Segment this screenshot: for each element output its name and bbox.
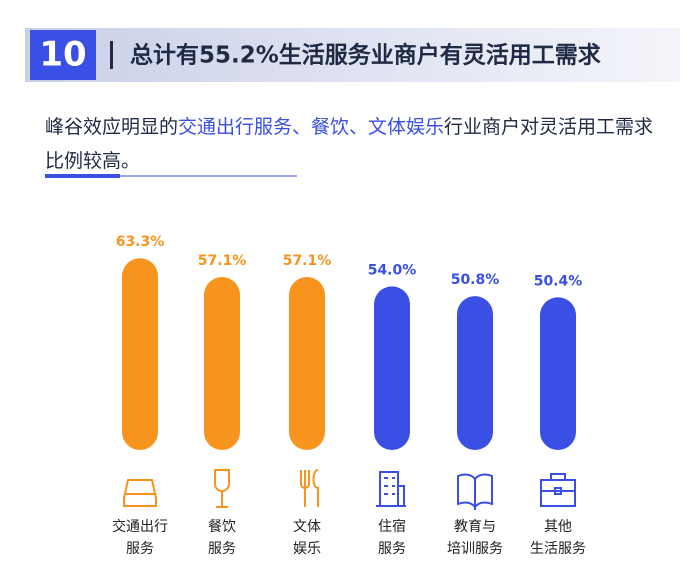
icon-cutlery [300, 469, 319, 507]
bar [122, 258, 158, 450]
icon-book [457, 473, 493, 510]
divider [110, 41, 113, 69]
category-label: 住宿 服务 [378, 519, 406, 557]
value-label: 57.1% [198, 253, 247, 269]
bar [457, 296, 493, 450]
category-label: 文体 娱乐 [293, 519, 321, 557]
icons [123, 469, 576, 510]
category-label: 餐饮 服务 [208, 519, 236, 557]
icon-building [376, 471, 406, 507]
value-label: 54.0% [368, 262, 417, 278]
bar [204, 276, 240, 450]
bar [540, 297, 576, 450]
icon-cup [214, 469, 230, 508]
icon-car [123, 479, 157, 507]
subtitle-highlight: 交通出行服务、餐饮、文体娱乐 [178, 116, 445, 138]
subtitle: 峰谷效应明显的交通出行服务、餐饮、文体娱乐行业商户对灵活用工需求比例较高。 [45, 110, 665, 178]
icon-toolbox [540, 473, 576, 507]
value-label: 63.3% [116, 234, 165, 250]
category-label: 其他 生活服务 [530, 519, 586, 557]
header-band [25, 28, 680, 82]
value-label: 57.1% [283, 253, 332, 269]
chart-title: 总计有55.2%生活服务业商户有灵活用工需求 [130, 42, 601, 69]
category-label: 交通出行 服务 [112, 519, 168, 557]
subtitle-text: 行业商户对灵活用工需求比例较高。 [45, 116, 654, 172]
value-label: 50.8% [451, 272, 500, 288]
badge: 10 [39, 35, 86, 75]
bar [289, 276, 325, 450]
category-label: 教育与 培训服务 [447, 519, 503, 557]
badge-bg [30, 30, 96, 80]
bar [374, 286, 410, 450]
subtitle-text: 峰谷效应明显的 [45, 116, 179, 138]
value-label: 50.4% [534, 273, 583, 289]
